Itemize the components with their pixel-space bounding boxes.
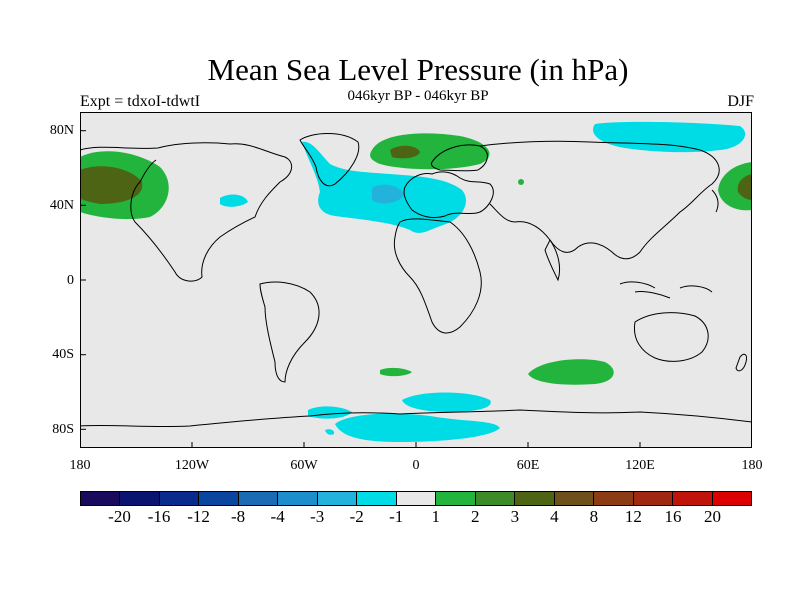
legend-label: -20 xyxy=(108,507,131,526)
coast-india xyxy=(544,239,561,282)
lat-label-0: 0 xyxy=(67,273,74,288)
legend-swatch xyxy=(199,492,239,505)
legend-label: -4 xyxy=(270,507,285,526)
legend-label: -8 xyxy=(231,507,246,526)
coast-north-america xyxy=(80,142,293,282)
legend-label: -2 xyxy=(349,507,364,526)
anomaly-scandinavia xyxy=(370,133,490,170)
coast-indonesia xyxy=(619,281,713,299)
legend-swatch xyxy=(159,492,200,505)
anomaly-arctic xyxy=(593,121,746,153)
color-legend xyxy=(80,491,752,506)
lon-label-120w: 120W xyxy=(174,458,210,473)
legend-label: -12 xyxy=(187,507,210,526)
legend-label: 4 xyxy=(550,507,559,526)
lat-label-80n: 80N xyxy=(49,123,74,138)
coast-asia xyxy=(479,140,720,260)
lon-label-180e: 180 xyxy=(741,458,763,473)
legend-swatch xyxy=(317,492,358,505)
legend-label: 1 xyxy=(431,507,441,526)
anomaly-north-pacific-east xyxy=(718,162,752,211)
lat-label-40n: 40N xyxy=(49,198,74,213)
coast-japan xyxy=(711,189,719,213)
legend-swatch xyxy=(81,492,121,505)
lon-label-0: 0 xyxy=(412,458,420,473)
anomaly-southern-ocean-cyan xyxy=(402,392,491,412)
legend-swatch xyxy=(633,492,674,505)
coast-africa xyxy=(393,218,482,334)
lat-label-40s: 40S xyxy=(52,347,74,362)
lat-label-80s: 80S xyxy=(52,422,74,437)
legend-swatch xyxy=(357,492,397,505)
coast-australia xyxy=(633,312,709,362)
coastlines xyxy=(80,133,752,428)
legend-swatch xyxy=(475,492,516,505)
lon-label-180w: 180 xyxy=(69,458,91,473)
legend-label: -3 xyxy=(310,507,325,526)
legend-label: 12 xyxy=(624,507,642,526)
anomaly-north-pacific-east-core xyxy=(737,174,752,200)
anomaly-antarctic-small xyxy=(325,429,335,435)
legend-swatch xyxy=(396,492,437,505)
lon-label-60e: 60E xyxy=(516,458,540,473)
legend-label: 2 xyxy=(471,507,480,526)
experiment-label: Expt = tdxoI-tdwtI xyxy=(80,93,201,110)
anomaly-fields xyxy=(80,121,752,442)
map-title: Mean Sea Level Pressure (in hPa) xyxy=(207,52,629,87)
anomaly-south-indian xyxy=(528,359,614,385)
legend-label: -16 xyxy=(147,507,171,526)
coast-europe xyxy=(403,171,494,219)
season-label: DJF xyxy=(727,93,754,110)
coast-greenland xyxy=(299,133,360,187)
anomaly-antarctic-west xyxy=(308,406,352,419)
lon-label-60w: 60W xyxy=(290,458,318,473)
anomaly-central-asia-spot xyxy=(518,179,524,185)
coast-new-zealand xyxy=(735,353,747,372)
legend-label: 20 xyxy=(703,507,721,526)
legend-label: -1 xyxy=(389,507,404,526)
anomaly-scandinavia-core xyxy=(390,145,420,159)
legend-swatch xyxy=(515,492,555,505)
anomaly-antarctic-east xyxy=(335,413,500,442)
legend-label: 3 xyxy=(510,507,520,526)
lon-label-120e: 120E xyxy=(625,458,655,473)
world-map xyxy=(80,112,752,448)
anomaly-labrador xyxy=(220,194,248,207)
anomaly-north-pacific-west-core xyxy=(80,166,143,204)
legend-swatch xyxy=(673,492,713,505)
anomaly-south-atlantic xyxy=(380,367,412,377)
anomaly-north-atlantic-core xyxy=(372,184,404,204)
legend-swatch xyxy=(120,492,160,505)
axis-ticks xyxy=(80,130,641,448)
legend-swatch xyxy=(712,492,751,505)
legend-swatch xyxy=(436,492,476,505)
legend-swatch xyxy=(238,492,279,505)
coast-south-america xyxy=(259,281,320,383)
legend-label: 16 xyxy=(664,507,682,526)
legend-swatch xyxy=(278,492,318,505)
coast-scandinavia xyxy=(431,144,488,172)
coast-antarctica xyxy=(80,409,752,428)
map-subtitle: 046kyr BP - 046kyr BP xyxy=(347,88,489,104)
legend-swatch xyxy=(594,492,634,505)
legend-label: 8 xyxy=(589,507,599,526)
legend-swatch xyxy=(554,492,595,505)
